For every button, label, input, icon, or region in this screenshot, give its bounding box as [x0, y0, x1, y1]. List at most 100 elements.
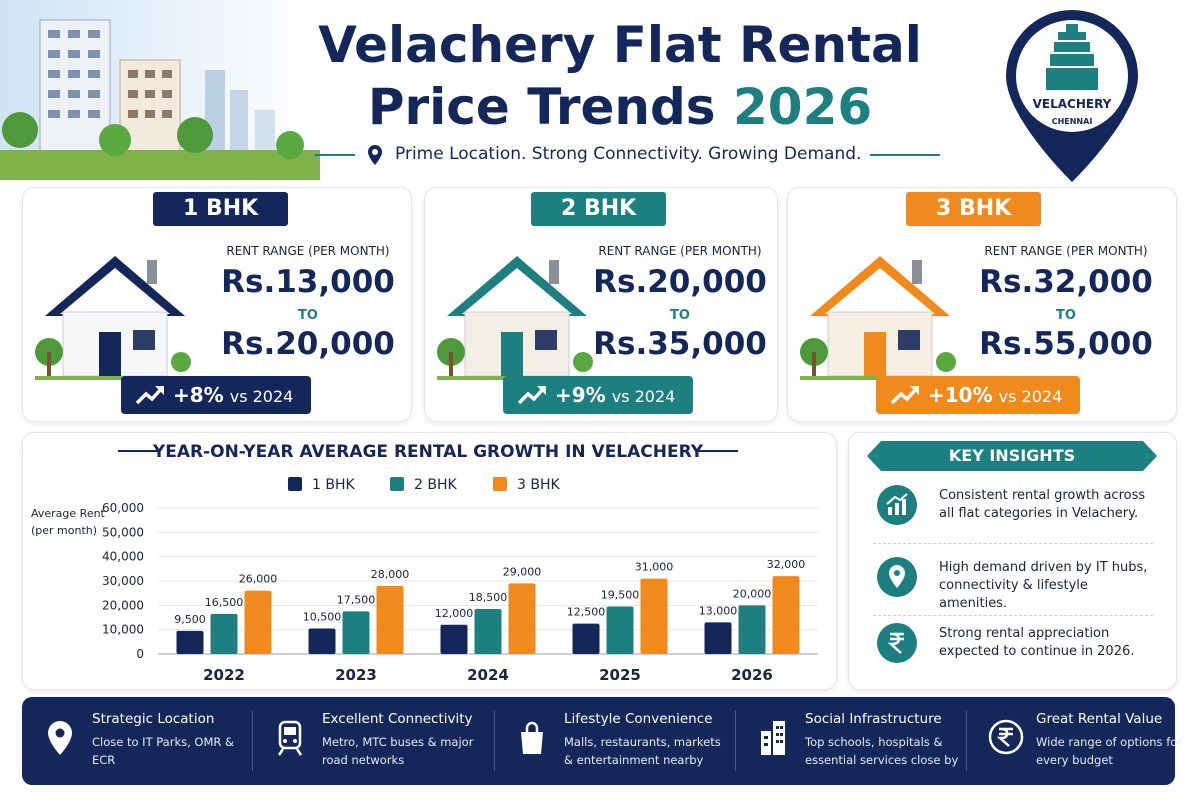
value-label: 18,500 [469, 591, 508, 604]
growth-value: +8% [173, 383, 224, 407]
bar [210, 613, 238, 654]
insight-text: Strong rental appreciation expected to c… [939, 626, 1135, 659]
badge-city: CHENNAI [1052, 117, 1093, 126]
y-tick-label: 30,000 [102, 574, 144, 588]
value-label: 31,000 [635, 561, 674, 574]
value-label: 16,500 [205, 596, 244, 609]
value-label: 26,000 [239, 573, 278, 586]
feature-icon [521, 721, 543, 754]
feature: Social Infrastructure Top schools, hospit… [735, 697, 965, 785]
divider [494, 711, 495, 771]
pin-icon [368, 145, 382, 165]
card-tag: 1 BHK [153, 192, 289, 226]
y-axis-label: Average Rent (per month) [31, 507, 105, 537]
trend-icon [135, 386, 164, 405]
feature-text: Top schools, hospitals & essential servi… [805, 735, 959, 767]
rent-min: Rs.20,000 [593, 264, 767, 300]
rent-to: TO [1056, 308, 1076, 323]
chart-panel: Average Rent (per month) YEAR-ON-YEAR AV… [22, 432, 837, 690]
value-label: 29,000 [503, 565, 542, 578]
house-illustration [437, 256, 602, 380]
rent-to: TO [670, 308, 690, 323]
feature-text: Malls, restaurants, markets & entertainm… [564, 735, 721, 767]
rent-min: Rs.32,000 [979, 264, 1153, 300]
value-label: 10,500 [303, 610, 342, 623]
rent-max: Rs.55,000 [979, 326, 1153, 362]
bar [342, 611, 370, 654]
subtitle-row: Prime Location. Strong Connectivity. Gro… [315, 142, 940, 168]
feature-title: Strategic Location [92, 711, 215, 727]
divider [252, 711, 253, 771]
city-illustration [0, 0, 320, 180]
location-badge: VELACHERY CHENNAI [1006, 10, 1138, 182]
divider [870, 154, 940, 156]
feature: Excellent Connectivity Metro, MTC buses &… [252, 697, 482, 785]
feature-title: Excellent Connectivity [322, 711, 473, 727]
bar [244, 590, 272, 654]
growth-badge: +9% vs 2024 [503, 376, 694, 414]
x-tick-label: 2022 [203, 666, 245, 684]
bar [508, 583, 536, 654]
bar [376, 585, 404, 654]
y-tick-label: 50,000 [102, 525, 144, 539]
trend-icon [890, 386, 919, 405]
title: Velachery Flat Rental Price Trends 2026 [300, 14, 940, 138]
y-tick-label: 20,000 [102, 598, 144, 612]
feature-title: Great Rental Value [1036, 711, 1163, 727]
y-tick-label: 40,000 [102, 550, 144, 564]
title-year: 2026 [732, 78, 873, 136]
legend-label: 2 BHK [414, 477, 457, 493]
separator [873, 543, 1153, 544]
insights-header [867, 441, 1157, 471]
rent-range-label: RENT RANGE (PER MONTH) [226, 244, 390, 258]
feature: Great Rental Value Wide range of options … [966, 697, 1182, 785]
growth-note: vs 2024 [611, 387, 676, 406]
divider [966, 711, 967, 771]
badge-name: VELACHERY [1033, 97, 1112, 111]
insight-text: Consistent rental growth across all flat… [939, 488, 1146, 521]
bar [704, 622, 732, 654]
value-label: 32,000 [767, 558, 806, 571]
card-tag: 2 BHK [531, 192, 667, 226]
growth-note: vs 2024 [229, 387, 294, 406]
bar [308, 628, 336, 654]
rent-max: Rs.20,000 [221, 326, 395, 362]
divider [735, 711, 736, 771]
bar [640, 578, 668, 654]
subtitle: Prime Location. Strong Connectivity. Gro… [395, 144, 862, 164]
growth-note: vs 2024 [998, 387, 1063, 406]
feature-icon [277, 720, 303, 756]
x-tick-label: 2023 [335, 666, 377, 684]
legend-label: 1 BHK [312, 477, 355, 493]
chart: YEAR-ON-YEAR AVERAGE RENTAL GROWTH IN VE… [102, 442, 818, 684]
feature-text: Close to IT Parks, OMR & ECR [92, 735, 234, 767]
insights-panel: KEY INSIGHTS Consistent rental growth ac… [848, 432, 1177, 690]
y-tick-label: 60,000 [102, 501, 144, 515]
value-label: 9,500 [174, 613, 206, 626]
legend-swatch [288, 477, 302, 491]
insight-icon [877, 623, 917, 663]
house-illustration [800, 256, 965, 380]
feature: Lifestyle Convenience Malls, restaurants,… [494, 697, 724, 785]
rent-to: TO [298, 308, 318, 323]
value-label: 12,000 [435, 607, 474, 620]
value-label: 13,000 [699, 604, 738, 617]
feature-icon [988, 719, 1024, 755]
card-tag: 3 BHK [906, 192, 1042, 226]
feature-title: Social Infrastructure [805, 711, 942, 727]
trend-icon [517, 386, 546, 405]
bar [772, 576, 800, 654]
insight-icon [877, 485, 917, 525]
card: 2 BHK RENT RANGE (PER MONTH) Rs.20,000 TO Rs… [424, 187, 778, 422]
house-illustration [35, 256, 200, 380]
chart-title: YEAR-ON-YEAR AVERAGE RENTAL GROWTH IN VE… [152, 442, 704, 462]
legend-swatch [390, 477, 404, 491]
rent-range-label: RENT RANGE (PER MONTH) [598, 244, 762, 258]
separator [873, 615, 1153, 616]
insight-text: High demand driven by IT hubs, connectiv… [939, 560, 1148, 611]
growth-badge: +10% vs 2024 [876, 376, 1081, 414]
title-text: Price Trends [367, 78, 716, 136]
x-tick-label: 2025 [599, 666, 641, 684]
footer: Strategic Location Close to IT Parks, OMR… [22, 697, 1182, 785]
